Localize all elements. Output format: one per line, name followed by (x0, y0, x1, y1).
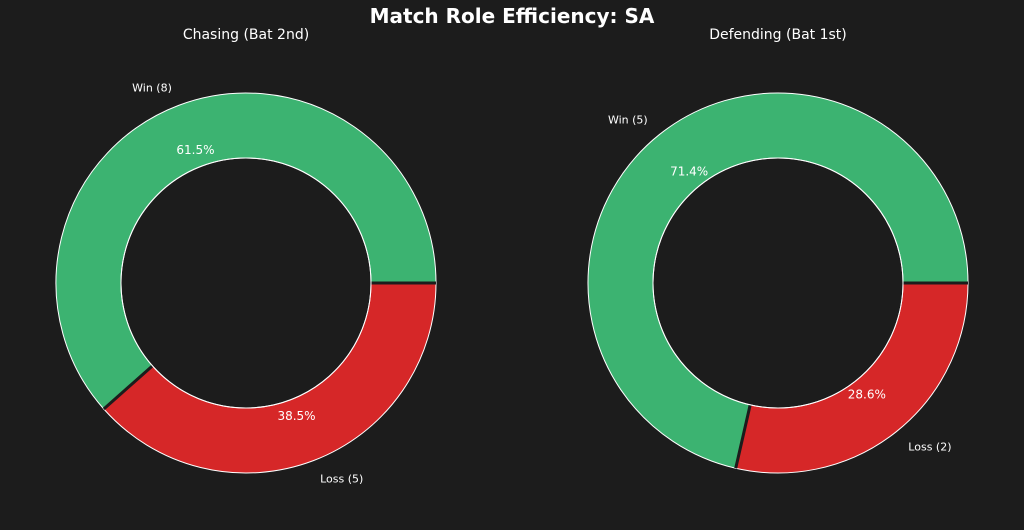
slice-label-defending-loss: Loss (2) (908, 440, 951, 453)
slice-separator (102, 364, 154, 411)
chart-title: Match Role Efficiency: SA (370, 4, 655, 28)
percent-label-defending-win: 71.4% (670, 165, 708, 179)
slice-chasing-loss (103, 282, 437, 474)
slice-label-chasing-loss: Loss (5) (320, 472, 363, 485)
subplot-title-chasing: Chasing (Bat 2nd) (183, 27, 309, 43)
percent-label-chasing-loss: 38.5% (277, 409, 315, 423)
donut-hole-chasing (120, 157, 372, 409)
slice-label-defending-win: Win (5) (608, 114, 648, 127)
donut-chart-defending: Defending (Bat 1st) Win (5) 71.4% Loss (2) 2… (587, 27, 969, 474)
slice-label-chasing-win: Win (8) (132, 82, 172, 95)
percent-label-chasing-win: 61.5% (176, 143, 214, 157)
subplot-title-defending: Defending (Bat 1st) (709, 27, 847, 43)
percent-label-defending-loss: 28.6% (848, 387, 886, 401)
donut-hole-defending (652, 157, 904, 409)
slice-separator (734, 404, 752, 469)
donut-chart-chasing: Chasing (Bat 2nd) Win (8) 61.5% Loss (5) 38.… (55, 27, 437, 485)
